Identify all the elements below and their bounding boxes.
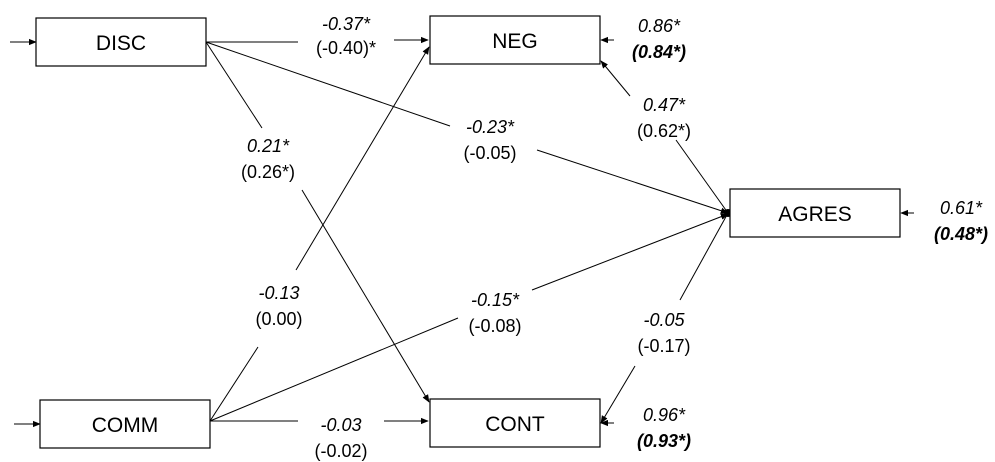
path-labels: -0.37* (-0.40)* 0.21* (0.26*) -0.23* (-0… — [241, 14, 691, 461]
arrow-agres-cont-tail — [600, 365, 636, 424]
label-disc-cont-alt: (0.26*) — [241, 162, 295, 182]
label-disc-agres-std: -0.23* — [466, 117, 515, 137]
label-residual-cont-std: 0.96* — [643, 405, 686, 425]
node-comm: COMM — [39, 399, 211, 449]
label-comm-cont-alt: (-0.02) — [314, 441, 367, 461]
label-comm-cont-std: -0.03 — [320, 415, 361, 435]
arrow-agres-cont-head — [679, 212, 729, 301]
label-residual-neg-std: 0.86* — [638, 16, 681, 36]
arrow-agres-neg-head — [675, 139, 729, 214]
path-lines — [10, 36, 914, 428]
label-agres-cont-std: -0.05 — [643, 310, 685, 330]
arrow-disc-agres-tail — [536, 149, 729, 214]
arrow-comm-agres-tail — [531, 213, 729, 291]
label-residual-neg-alt: (0.84*) — [632, 42, 686, 62]
node-agres-label: AGRES — [778, 203, 852, 226]
node-neg-label: NEG — [492, 30, 538, 53]
arrow-comm-agres-head — [209, 317, 459, 422]
node-comm-label: COMM — [92, 414, 159, 437]
label-comm-agres-std: -0.15* — [471, 290, 520, 310]
label-agres-neg-std: 0.47* — [643, 95, 686, 115]
node-disc: DISC — [35, 17, 207, 67]
label-residual-cont-alt: (0.93*) — [637, 431, 691, 451]
node-agres: AGRES — [729, 188, 901, 238]
label-disc-neg-std: -0.37* — [322, 14, 371, 34]
arrow-disc-cont-tail — [301, 189, 430, 403]
arrow-disc-cont-head — [205, 41, 263, 129]
label-disc-neg-alt: (-0.40)* — [316, 38, 376, 58]
node-cont: CONT — [429, 398, 601, 448]
arrow-comm-neg-tail — [295, 46, 430, 271]
label-comm-neg-std: -0.13 — [258, 283, 299, 303]
arrow-comm-neg-head — [209, 346, 259, 422]
node-disc-label: DISC — [96, 32, 146, 55]
label-comm-agres-alt: (-0.08) — [468, 316, 521, 336]
label-residual-agres-std: 0.61* — [940, 198, 983, 218]
node-cont-label: CONT — [485, 413, 545, 436]
label-agres-cont-alt: (-0.17) — [637, 336, 690, 356]
label-disc-agres-alt: (-0.05) — [463, 143, 516, 163]
arrow-agres-neg-tail — [600, 60, 631, 97]
node-neg: NEG — [429, 15, 601, 65]
label-agres-neg-alt: (0.62*) — [637, 121, 691, 141]
arrow-disc-agres-head — [205, 41, 451, 127]
label-disc-cont-std: 0.21* — [247, 136, 290, 156]
residual-labels: 0.86* (0.84*) 0.61* (0.48*) 0.96* (0.93*… — [632, 16, 988, 451]
label-comm-neg-alt: (0.00) — [255, 309, 302, 329]
label-residual-agres-alt: (0.48*) — [934, 224, 988, 244]
